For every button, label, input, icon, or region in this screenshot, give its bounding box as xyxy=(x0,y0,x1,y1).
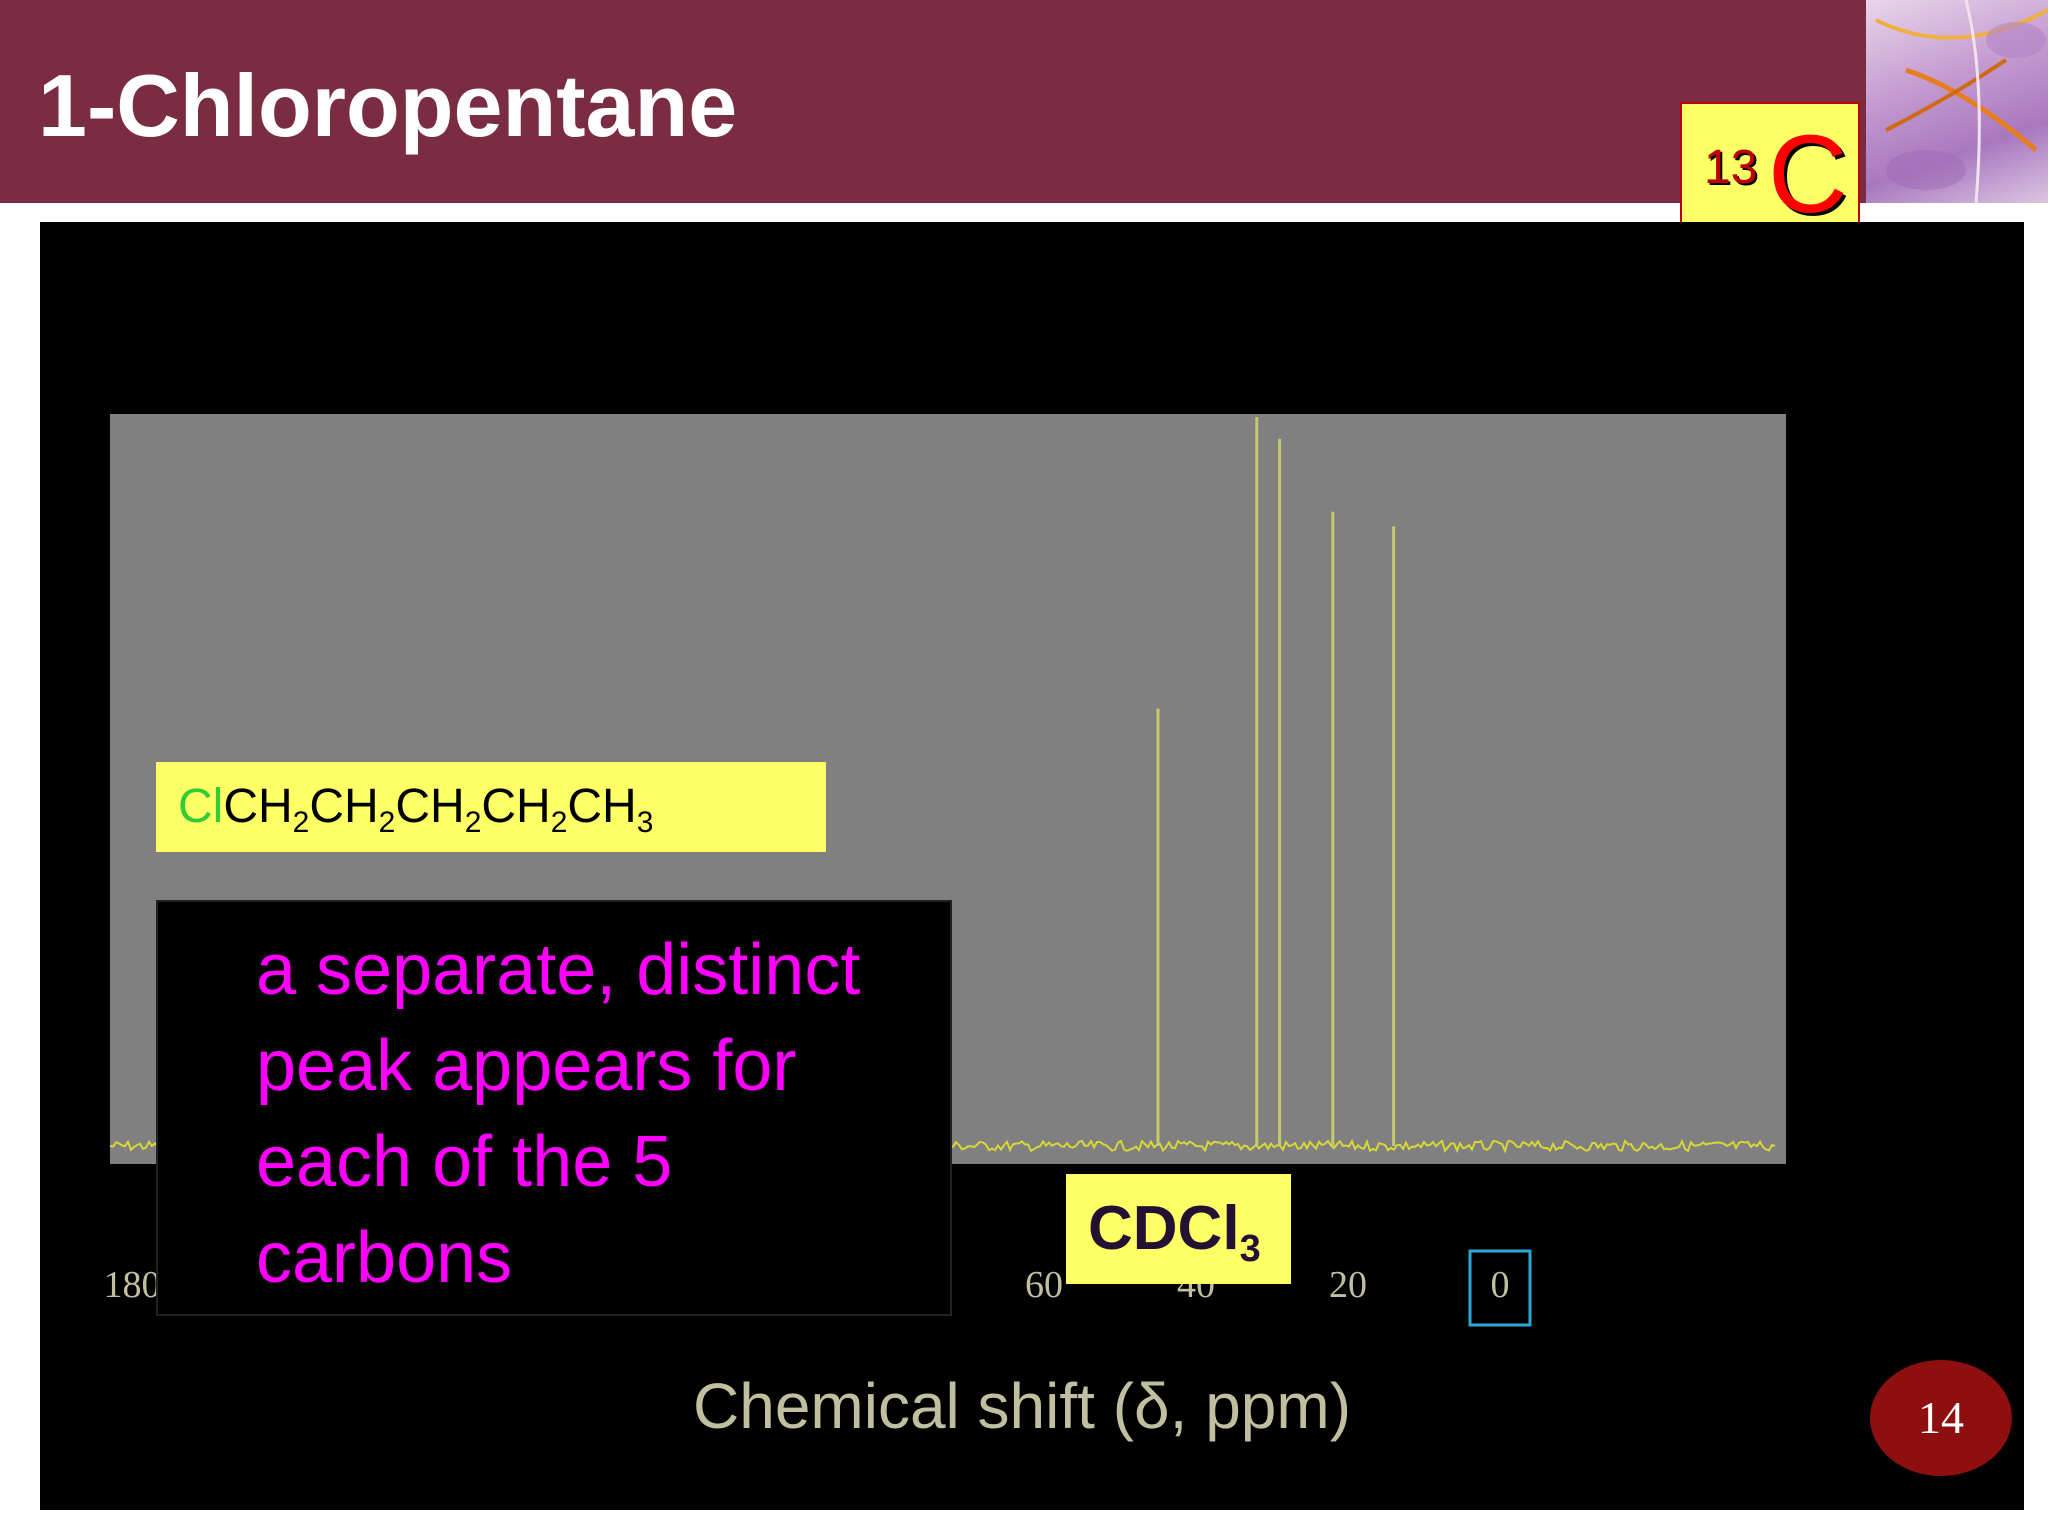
formula-part: CH xyxy=(567,780,637,833)
x-tick-label: 60 xyxy=(1025,1264,1063,1306)
annotation-box: a separate, distinct peak appears for ea… xyxy=(156,900,952,1316)
x-tick-label: 0 xyxy=(1491,1264,1510,1306)
structural-formula: ClCH2CH2CH2CH2CH3 xyxy=(156,762,826,852)
nucleus-symbol: C xyxy=(1768,113,1848,236)
flower-image xyxy=(1866,0,2048,203)
saffron-flower-icon xyxy=(1875,0,2048,203)
solvent-label: CDCl3 xyxy=(1066,1174,1291,1284)
formula-part: CH xyxy=(309,780,379,833)
formula-part: CH xyxy=(481,780,551,833)
formula-subscript: 2 xyxy=(378,806,396,839)
nmr-spectrum-chart: 200180160140120100806040200Chemical shif… xyxy=(104,414,1786,1442)
page-number-badge: 14 xyxy=(1870,1360,2012,1476)
spectrum-panel: 200180160140120100806040200Chemical shif… xyxy=(40,222,2024,1510)
formula-subscript: 2 xyxy=(292,806,310,839)
formula-subscript: 3 xyxy=(636,806,654,839)
tick-highlight-box xyxy=(1468,1249,1532,1327)
formula-part: CH xyxy=(223,780,293,833)
solvent-name: CDCl xyxy=(1088,1194,1240,1263)
x-axis-label: Chemical shift (δ, ppm) xyxy=(693,1370,1351,1442)
nucleus-label: 13 C xyxy=(1680,102,1860,242)
solvent-subscript: 3 xyxy=(1239,1228,1261,1270)
x-tick-label: 20 xyxy=(1329,1264,1367,1306)
annotation-text: a separate, distinct peak appears for ea… xyxy=(256,930,861,1298)
x-tick-label: 180 xyxy=(104,1264,161,1306)
formula-part: CH xyxy=(395,780,465,833)
title-bar: 1-Chloropentane xyxy=(0,0,1866,203)
formula-subscript: 2 xyxy=(550,806,568,839)
formula-subscript: 2 xyxy=(464,806,482,839)
formula-chlorine: Cl xyxy=(178,780,224,833)
nucleus-mass-number: 13 xyxy=(1704,141,1758,194)
slide-title: 1-Chloropentane xyxy=(38,56,738,155)
